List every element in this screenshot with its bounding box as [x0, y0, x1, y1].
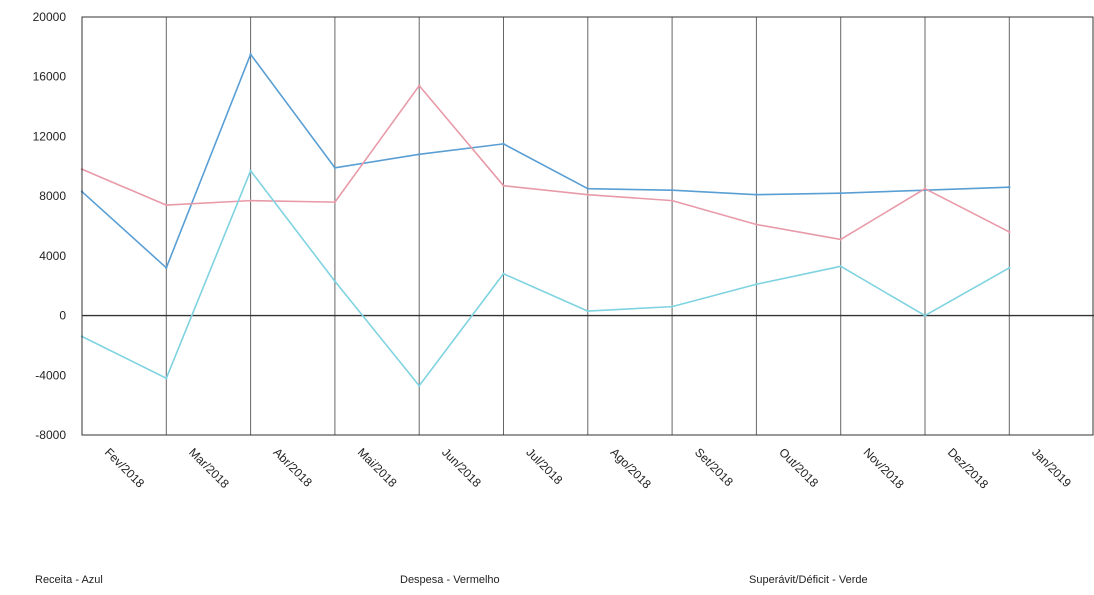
x-tick-label: Set/2018	[692, 445, 736, 489]
data-point	[249, 53, 252, 56]
data-point	[839, 191, 842, 195]
data-point	[586, 187, 589, 190]
data-point	[502, 142, 505, 146]
data-point	[249, 199, 252, 202]
y-tick-label: -4000	[35, 368, 66, 382]
data-point	[333, 166, 337, 169]
y-tick-label: 4000	[39, 249, 66, 263]
data-point	[755, 223, 758, 226]
x-tick-label: Mar/2018	[186, 445, 232, 491]
data-point	[502, 184, 505, 187]
x-tick-label: Mai/2018	[355, 445, 400, 490]
data-point	[670, 199, 674, 202]
line-chart: 20000 16000 12000 8000 4000 0 -4000 -8000 Fev/2…	[33, 10, 1094, 492]
y-tick-label: 8000	[39, 189, 66, 203]
data-point	[839, 265, 842, 268]
x-tick-label: Abr/2018	[270, 445, 315, 490]
data-point	[670, 305, 674, 308]
x-tick-label: Dez/2018	[945, 445, 991, 491]
x-tick-label: Fev/2018	[102, 445, 148, 491]
data-point	[1008, 230, 1011, 234]
x-tick-label: Jul/2018	[523, 445, 565, 487]
data-point	[755, 193, 758, 196]
data-point	[502, 272, 505, 275]
x-tick-label: Nov/2018	[861, 445, 907, 491]
data-point	[670, 188, 674, 192]
data-point	[249, 169, 252, 172]
data-point	[165, 203, 168, 207]
data-point	[418, 384, 421, 387]
y-tick-label: 0	[59, 309, 66, 323]
x-tick-label: Jan/2019	[1029, 445, 1074, 490]
data-point	[1008, 185, 1011, 189]
data-point	[586, 309, 589, 313]
x-tick-label: Jun/2018	[439, 445, 484, 490]
y-tick-label: 20000	[33, 10, 67, 24]
data-point	[165, 377, 168, 380]
legend-despesa: Despesa - Vermelho	[400, 574, 500, 586]
data-point	[333, 280, 337, 283]
y-tick-label: 16000	[33, 70, 67, 84]
plot-frame	[81, 16, 1094, 436]
x-tick-label: Out/2018	[776, 445, 821, 490]
data-point	[755, 283, 758, 286]
series-line	[81, 53, 1010, 269]
data-point	[923, 187, 927, 190]
legend-receita: Receita - Azul	[35, 574, 103, 586]
data-point	[586, 193, 589, 196]
data-point	[1008, 266, 1011, 269]
data-point	[923, 314, 927, 317]
data-point	[165, 266, 168, 269]
data-point	[333, 200, 337, 204]
legend-superavit: Superávit/Déficit - Verde	[749, 574, 868, 586]
series-lines	[80, 53, 1011, 387]
data-point	[839, 238, 842, 241]
y-tick-label: 12000	[33, 129, 67, 143]
grid-lines	[82, 17, 1094, 435]
x-tick-label: Ago/2018	[608, 445, 654, 491]
data-point	[418, 153, 421, 156]
x-axis-ticks: Fev/2018 Mar/2018 Abr/2018 Mai/2018 Jun/2018…	[102, 445, 1074, 491]
series-line	[81, 169, 1010, 387]
series-line	[81, 84, 1010, 241]
data-point	[418, 84, 421, 87]
y-axis-ticks: 20000 16000 12000 8000 4000 0 -4000 -8000	[33, 10, 67, 442]
y-tick-label: -8000	[35, 428, 66, 442]
